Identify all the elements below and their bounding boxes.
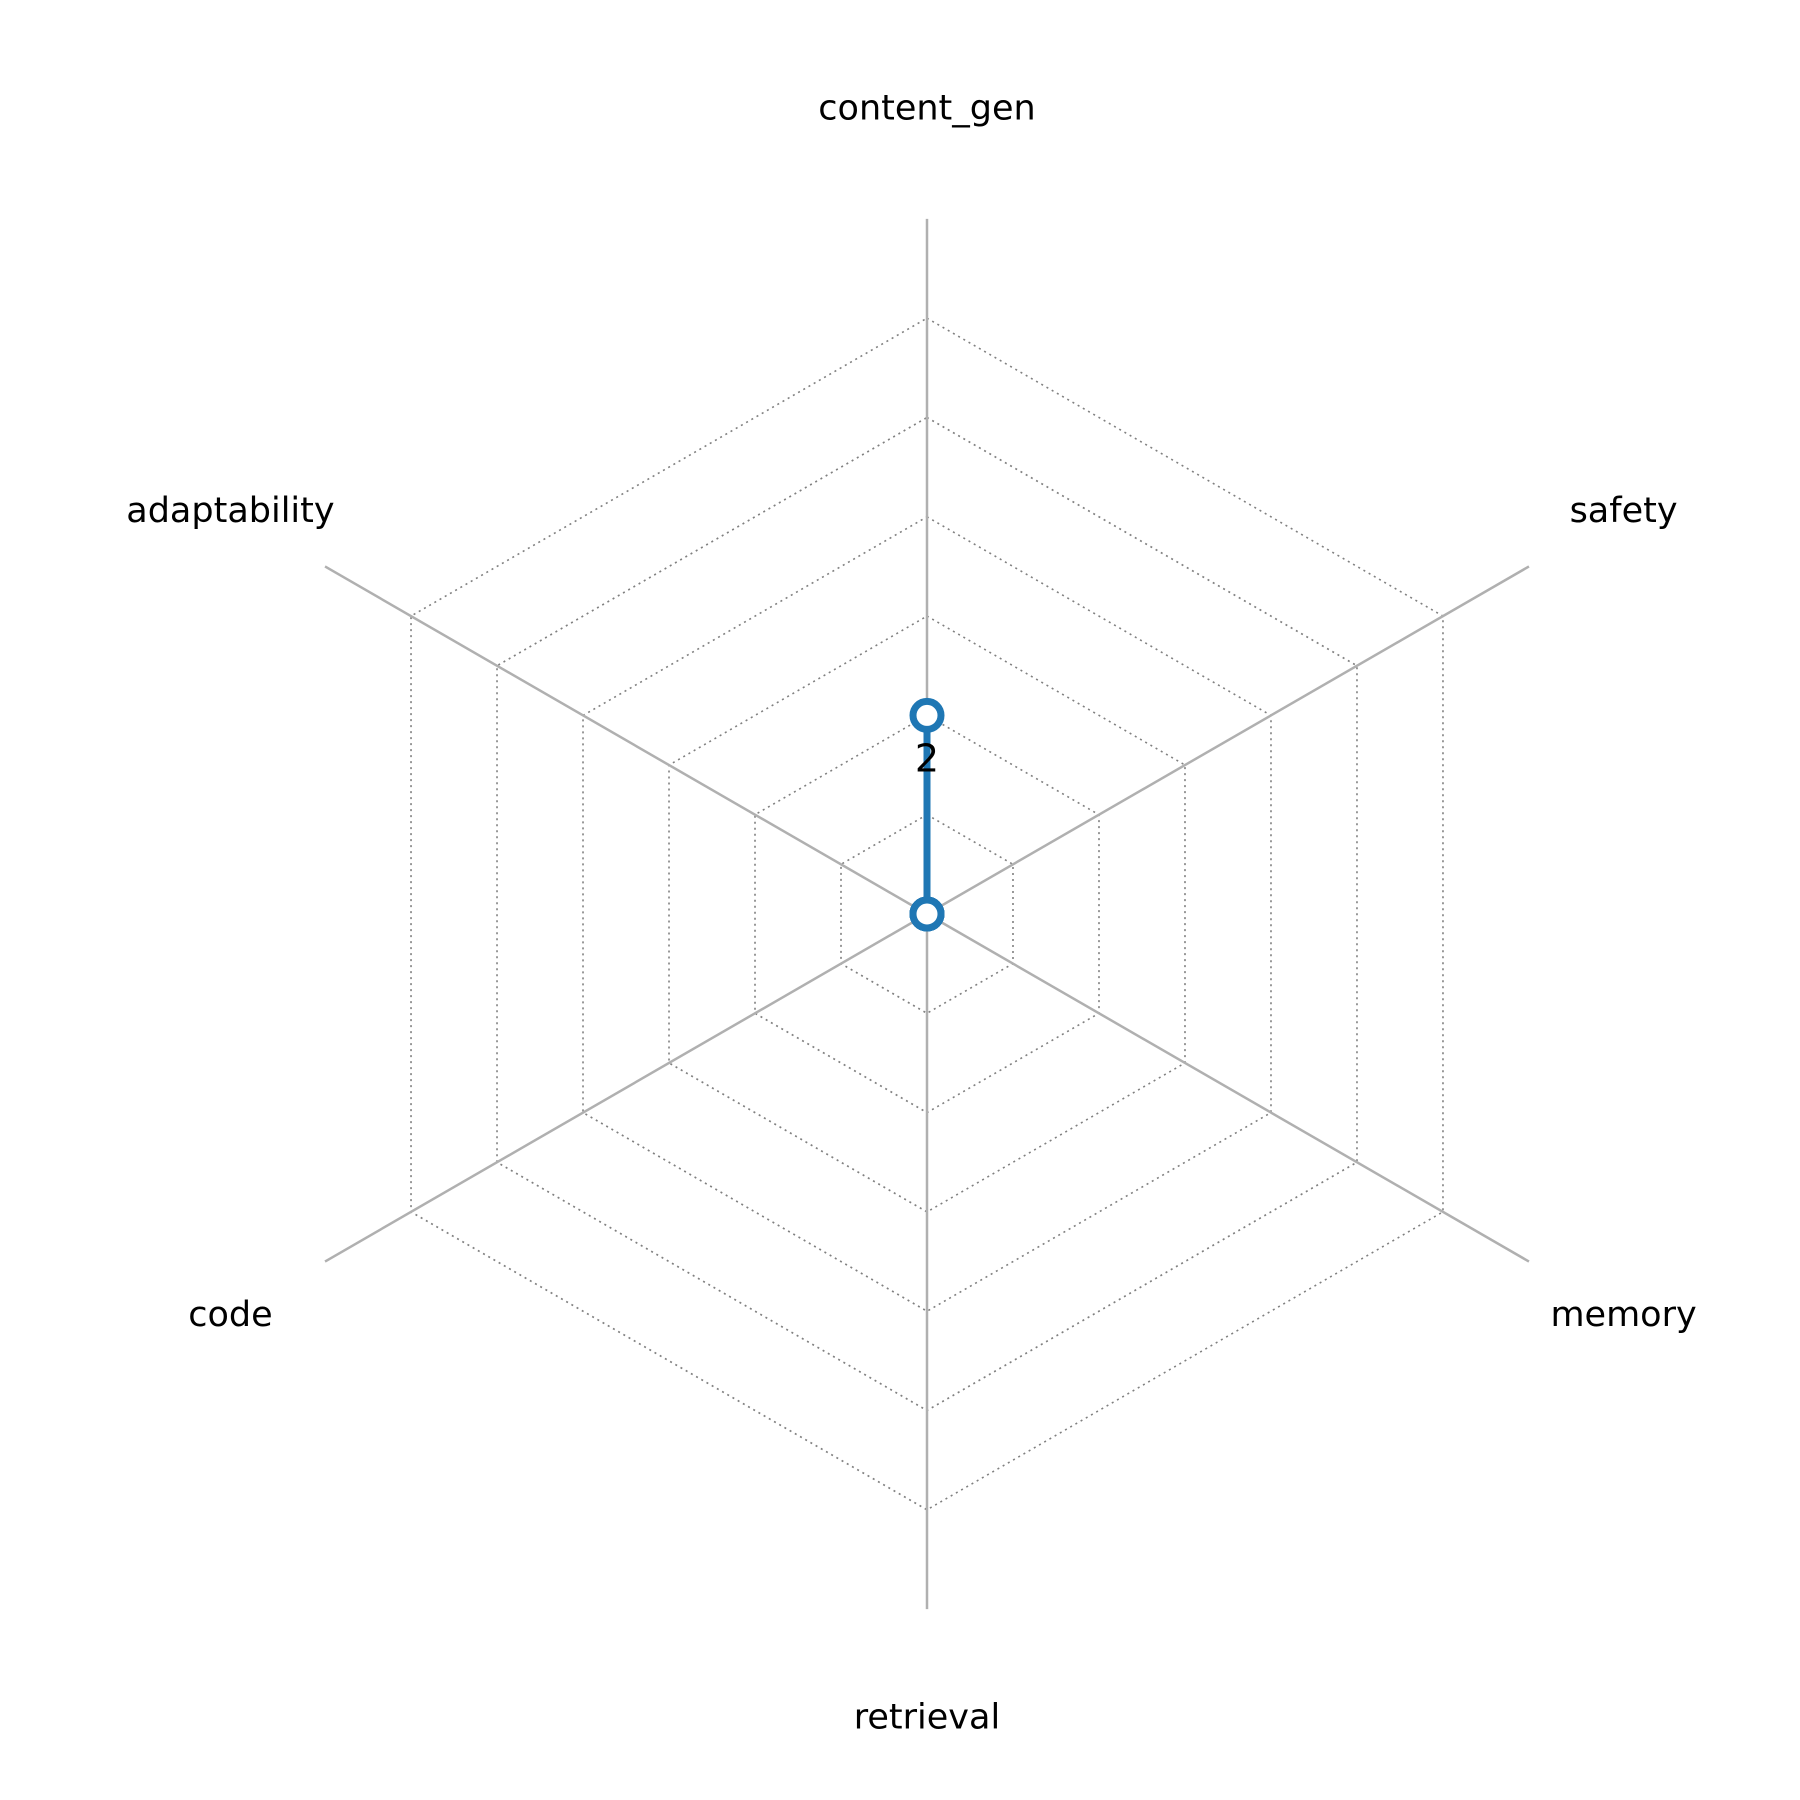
axis-line-safety — [926, 565, 1530, 916]
axis-line-code — [324, 912, 928, 1263]
data-label: 2 — [915, 736, 939, 780]
data-point-content_gen — [909, 697, 945, 733]
data-point-adaptability — [909, 896, 945, 932]
series: 2 — [909, 697, 945, 932]
category-label: content_gen — [818, 89, 1035, 129]
category-label: retrieval — [854, 1697, 1000, 1737]
category-label: memory — [1550, 1295, 1696, 1335]
category-label: code — [188, 1295, 272, 1335]
category-label: adaptability — [126, 491, 334, 531]
category-label: safety — [1570, 491, 1678, 531]
axis-line-adaptability — [324, 565, 928, 916]
axis-line-memory — [926, 912, 1530, 1263]
